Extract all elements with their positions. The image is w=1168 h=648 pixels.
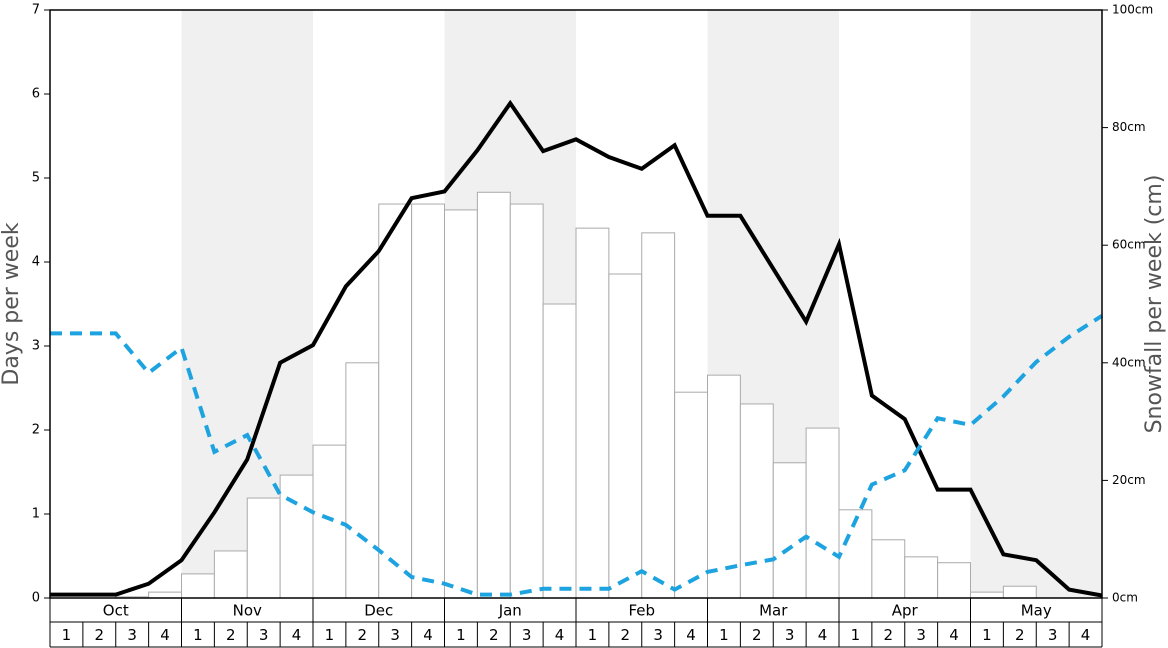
- week-label: 1: [588, 626, 598, 644]
- week-label: 4: [555, 626, 565, 644]
- month-label: Mar: [759, 602, 788, 620]
- y-tick-label: 2: [32, 423, 40, 438]
- week-label: 2: [489, 626, 499, 644]
- week-label: 1: [325, 626, 335, 644]
- week-label: 2: [358, 626, 368, 644]
- bar: [509, 203, 544, 599]
- y2-tick-label: 80cm: [1112, 120, 1146, 134]
- week-label: 4: [818, 626, 828, 644]
- y-tick-label: 4: [32, 255, 40, 270]
- week-label: 4: [1081, 626, 1091, 644]
- bar: [904, 556, 939, 599]
- week-label: 1: [62, 626, 72, 644]
- week-label: 4: [160, 626, 170, 644]
- bar: [542, 303, 577, 599]
- bar: [444, 209, 478, 599]
- week-label: 1: [982, 626, 992, 644]
- bar: [970, 591, 1004, 599]
- line-series: [50, 314, 1104, 597]
- bar: [805, 427, 840, 599]
- bar: [345, 362, 380, 599]
- week-label: 2: [95, 626, 105, 644]
- bar: [246, 497, 281, 599]
- bar: [213, 550, 248, 599]
- bar: [937, 562, 971, 599]
- week-label: 1: [851, 626, 861, 644]
- bar: [378, 203, 413, 599]
- y-tick-label: 3: [32, 339, 40, 354]
- week-label: 3: [916, 626, 926, 644]
- week-label: 4: [949, 626, 959, 644]
- week-label: 4: [292, 626, 302, 644]
- bar: [181, 573, 215, 599]
- month-label: May: [1021, 602, 1052, 620]
- bar: [575, 227, 610, 599]
- week-label: 3: [653, 626, 663, 644]
- y-tick-label: 7: [32, 3, 40, 18]
- bar: [641, 232, 676, 599]
- y2-tick-label: 0cm: [1112, 591, 1138, 605]
- bar: [772, 462, 807, 599]
- week-label: 4: [686, 626, 696, 644]
- week-label: 3: [390, 626, 400, 644]
- bar: [1002, 585, 1037, 599]
- bar: [871, 539, 906, 599]
- week-label: 1: [193, 626, 203, 644]
- week-label: 3: [259, 626, 269, 644]
- month-label: Jan: [498, 602, 522, 620]
- month-shade: [970, 10, 1102, 598]
- month-label: Oct: [103, 602, 129, 620]
- bar: [608, 273, 643, 599]
- bar: [476, 191, 511, 599]
- week-label: 1: [719, 626, 729, 644]
- bar: [312, 444, 347, 599]
- week-label: 2: [1015, 626, 1025, 644]
- week-label: 4: [423, 626, 433, 644]
- bar: [674, 391, 708, 599]
- month-label: Apr: [892, 602, 919, 620]
- bar: [739, 403, 774, 599]
- bar: [411, 203, 445, 599]
- week-label: 3: [522, 626, 532, 644]
- y-tick-label: 1: [32, 507, 40, 522]
- y-tick-label: 6: [32, 87, 40, 102]
- week-label: 2: [226, 626, 236, 644]
- y2-tick-label: 60cm: [1112, 238, 1146, 252]
- month-label: Nov: [233, 602, 262, 620]
- week-label: 3: [785, 626, 795, 644]
- y2-tick-label: 100cm: [1112, 3, 1153, 17]
- week-label: 3: [127, 626, 137, 644]
- y-axis-title: Days per week: [0, 222, 24, 385]
- week-label: 2: [752, 626, 762, 644]
- y2-axis-title: Snowfall per week (cm): [1142, 175, 1167, 434]
- week-label: 2: [884, 626, 894, 644]
- y-tick-label: 5: [32, 171, 40, 186]
- month-label: Dec: [364, 602, 393, 620]
- week-label: 3: [1048, 626, 1058, 644]
- y2-tick-label: 40cm: [1112, 355, 1146, 369]
- week-label: 2: [621, 626, 631, 644]
- y-tick-label: 0: [32, 591, 40, 606]
- bar: [148, 591, 182, 599]
- line-series: [50, 99, 1103, 598]
- month-label: Feb: [628, 602, 655, 620]
- bar: [279, 474, 314, 599]
- week-label: 1: [456, 626, 466, 644]
- y2-tick-label: 20cm: [1112, 473, 1146, 487]
